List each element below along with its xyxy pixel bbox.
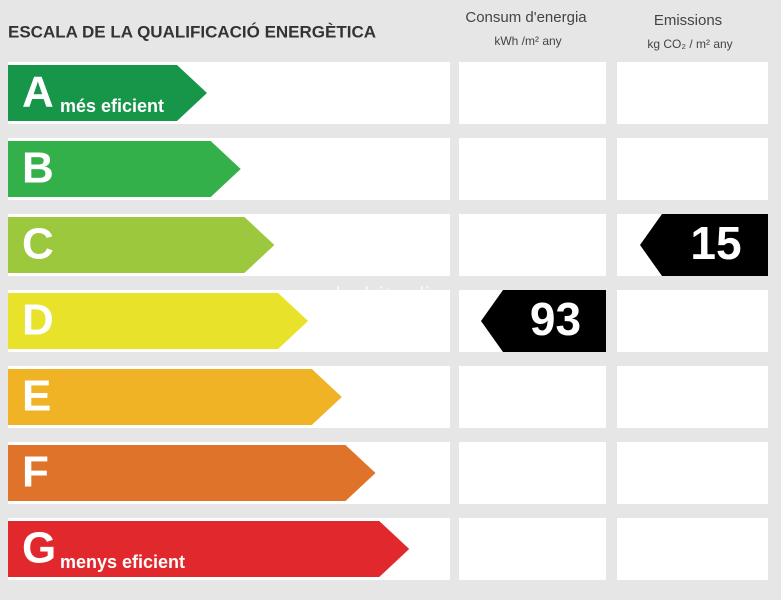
column-unit: kg CO₂ / m² any <box>647 37 732 51</box>
rating-letter: G <box>22 524 56 573</box>
rating-arrow <box>8 217 275 273</box>
cell-box <box>459 62 606 124</box>
cell-box <box>617 290 768 352</box>
cell-box <box>617 518 768 580</box>
column-title: Consum d'energia <box>465 9 587 26</box>
rating-arrow <box>8 65 207 121</box>
cell-box <box>459 366 606 428</box>
rating-label: menys eficient <box>60 552 185 572</box>
cell-box <box>459 138 606 200</box>
rating-letter: C <box>22 220 54 269</box>
cell-box <box>617 366 768 428</box>
value-label: 93 <box>530 293 581 345</box>
watermark: habitaclia <box>335 281 445 311</box>
value-arrow <box>481 290 606 352</box>
rating-letter: E <box>22 372 51 421</box>
rating-arrow <box>8 445 376 501</box>
rating-letter: D <box>22 296 54 345</box>
column-unit: kWh /m² any <box>494 34 561 48</box>
rating-letter: B <box>22 144 54 193</box>
cell-box <box>617 62 768 124</box>
rating-arrow <box>8 521 410 577</box>
title: ESCALA DE LA QUALIFICACIÓ ENERGÈTICA <box>8 22 376 41</box>
column-title: Emissions <box>654 12 722 29</box>
cell-box <box>617 138 768 200</box>
rating-letter: F <box>22 448 49 497</box>
cell-box <box>617 442 768 504</box>
cell-box <box>459 214 606 276</box>
value-arrow <box>640 214 768 276</box>
cell-box <box>459 442 606 504</box>
value-label: 15 <box>690 217 741 269</box>
rating-arrow <box>8 369 342 425</box>
cell-box <box>459 518 606 580</box>
rating-arrow <box>8 293 309 349</box>
rating-letter: A <box>22 68 54 117</box>
rating-label: més eficient <box>60 96 164 116</box>
rating-arrow <box>8 141 241 197</box>
